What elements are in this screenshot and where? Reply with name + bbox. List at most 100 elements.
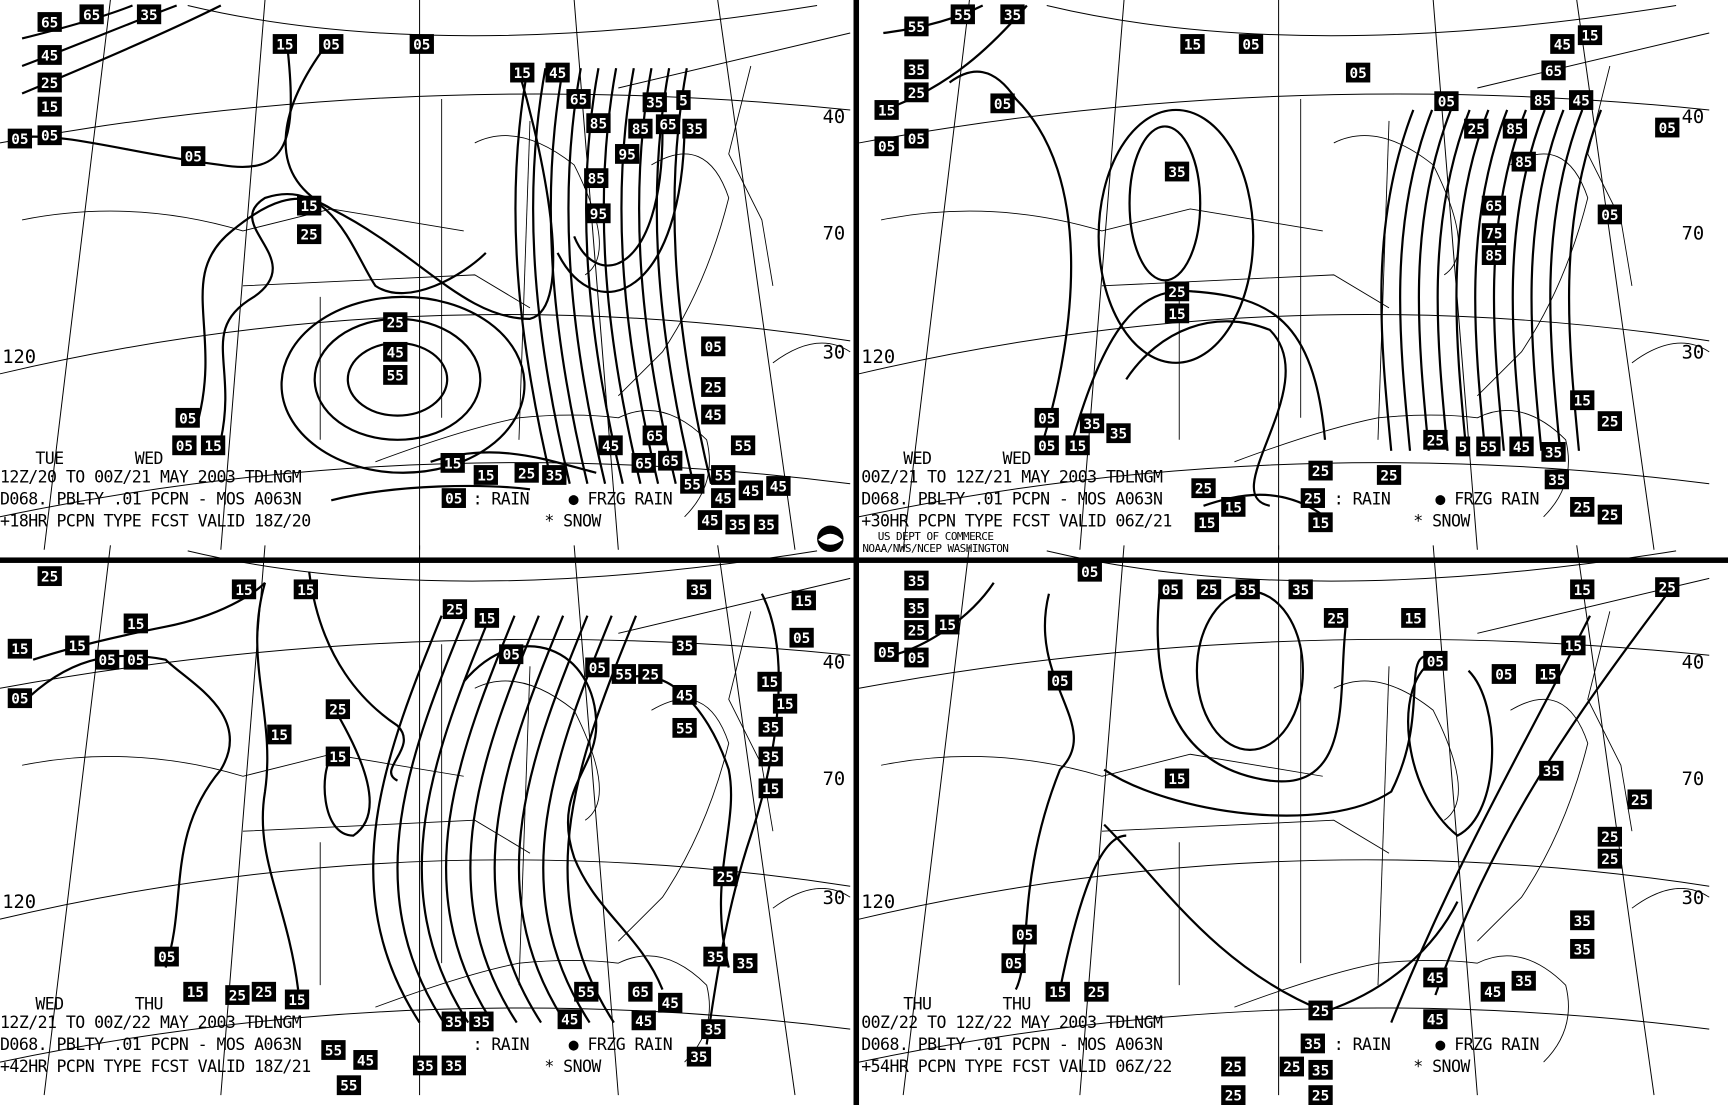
svg-text:05: 05 [1038,439,1055,455]
svg-text:25: 25 [1312,1004,1329,1020]
contour-label: 35 [1079,413,1105,434]
contour-line [549,67,589,485]
contour-label: 75 [1481,223,1507,243]
graticule-line [1477,32,1710,89]
svg-text:45: 45 [770,480,787,496]
contour-label: 65 [566,89,591,109]
svg-text:15: 15 [1198,516,1215,532]
contour-label: 15 [473,465,498,485]
svg-text:15: 15 [1069,439,1086,455]
contour-label: 35 [412,1055,438,1076]
graticule-line [187,5,818,37]
contour-label: 45 [701,404,726,425]
agency-text: US DEPT OF COMMERCE [878,530,994,543]
contour-label: 15 [510,62,535,83]
svg-text:25: 25 [1601,830,1618,846]
contour-label: 25 [1597,826,1623,847]
valid-text: +30HR PCPN TYPE FCST VALID 06Z/21 [861,512,1172,531]
panel-3-caption: WED THU 12Z/21 TO 00Z/22 MAY 2003 TDLNGM… [0,994,673,1076]
svg-text:05: 05 [1162,583,1179,599]
period-text: 12Z/21 TO 00Z/22 MAY 2003 TDLNGM [0,1013,302,1032]
svg-text:45: 45 [387,345,404,361]
svg-text:25: 25 [717,870,734,886]
svg-text:05: 05 [1659,121,1676,137]
contour-label: 25 [1191,478,1216,499]
contour-label: 15 [1535,664,1561,684]
svg-text:75: 75 [1485,227,1502,243]
contour-label: 35 [754,514,779,535]
contour-label: 35 [904,598,929,618]
svg-text:15: 15 [271,728,288,744]
graticule-line [43,545,111,1096]
contour-label: 55 [336,1075,362,1096]
graticule-line [1079,545,1125,1096]
contour-line [1399,109,1434,451]
contour-label: 65 [655,114,681,135]
contour-label: 15 [772,693,798,714]
svg-text:15: 15 [1168,772,1185,788]
contour-label: 45 [766,476,791,496]
svg-text:35: 35 [445,1059,462,1075]
contour-label: 25 [1597,504,1623,525]
contour-label: 45 [353,1050,378,1070]
svg-text:65: 65 [1485,199,1502,215]
svg-text:35: 35 [140,8,157,24]
svg-text:35: 35 [908,602,925,618]
contour-line [493,615,565,1024]
contour-line [1014,593,1075,991]
svg-text:95: 95 [619,147,636,163]
contour-label: 35 [1000,4,1025,25]
boundary-line [1101,819,1390,854]
contour-label: 85 [1530,90,1555,110]
contour-label: 25 [514,462,539,483]
day-label: WED [903,449,931,468]
contour-label: 65 [37,12,62,32]
contour-label: 15 [272,34,298,54]
contour-label: 65 [628,981,653,1002]
boundary-line [1477,698,1589,942]
graticule-line [618,577,851,634]
svg-text:35: 35 [1574,914,1591,930]
svg-text:05: 05 [503,648,520,664]
period-text: 00Z/21 TO 12Z/21 MAY 2003 TDLNGM [861,468,1163,487]
svg-text:15: 15 [69,639,86,655]
svg-text:65: 65 [83,8,100,24]
svg-text:35: 35 [1312,1063,1329,1079]
graticule-label: 40 [823,653,846,674]
svg-text:15: 15 [301,199,318,215]
svg-text:35: 35 [1304,1037,1321,1053]
contour-line [1103,654,1447,817]
boundary-line [881,753,1323,777]
day-label: WED [135,449,163,468]
contour-label: 15 [284,989,310,1010]
svg-text:15: 15 [276,38,293,54]
graticule-label: 70 [1682,769,1705,790]
boundary-line [728,65,774,286]
contour-label: 45 [672,684,697,705]
svg-text:25: 25 [705,381,722,397]
svg-text:15: 15 [11,642,28,658]
svg-text:95: 95 [590,207,607,223]
panel-1-caption: TUE WED 12Z/20 TO 00Z/21 MAY 2003 TDLNGM… [0,449,673,531]
contour-label: 95 [615,144,640,164]
svg-text:35: 35 [1548,473,1565,489]
graticule-label: 40 [823,107,846,128]
svg-text:35: 35 [762,750,779,766]
graticule-line [0,93,851,144]
svg-text:15: 15 [1539,668,1556,684]
legend-rain: : RAIN [473,1035,529,1054]
contour-label: 35 [1570,910,1595,931]
contour-label: 05 [1238,34,1264,54]
svg-text:65: 65 [570,92,587,108]
contour-label: 15 [1194,512,1219,533]
contour-label: 15 [7,638,33,659]
contour-label: 85 [586,113,611,134]
contour-line [197,197,332,419]
graticule-line [0,313,851,375]
contour-label: 05 [154,946,179,967]
svg-text:5: 5 [1459,440,1468,456]
contour-line [1492,109,1527,451]
graticule-label: 70 [1682,224,1705,245]
svg-text:85: 85 [1485,249,1502,265]
svg-text:15: 15 [477,469,494,485]
